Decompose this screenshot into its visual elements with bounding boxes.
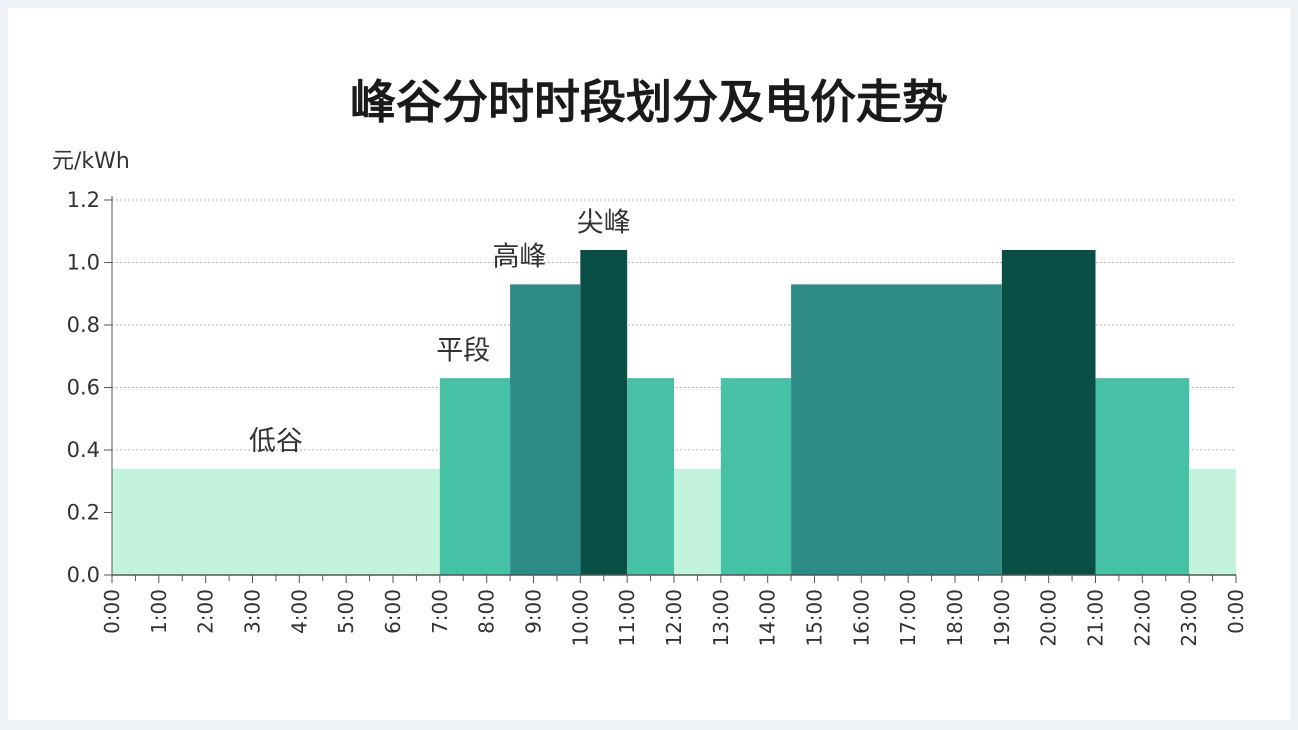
x-tick-label: 0:00 bbox=[1224, 589, 1248, 634]
period-label: 低谷 bbox=[249, 426, 303, 457]
period-label: 平段 bbox=[436, 335, 490, 366]
price-bar bbox=[439, 378, 511, 575]
price-bar bbox=[1001, 250, 1096, 575]
x-tick-label: 12:00 bbox=[662, 589, 686, 647]
x-tick-label: 22:00 bbox=[1130, 589, 1154, 647]
price-bar bbox=[510, 284, 581, 575]
x-tick-label: 1:00 bbox=[147, 589, 171, 634]
x-tick-label: 9:00 bbox=[522, 589, 546, 634]
x-tick-label: 15:00 bbox=[803, 589, 827, 647]
tick-labels: 0.0 0.2 0.4 0.6 0.8 1.0 1.2 0:00 1:00 2:00 3:00 4:0… bbox=[52, 149, 1248, 647]
price-bar bbox=[791, 284, 1002, 575]
price-bar bbox=[112, 468, 440, 575]
x-tick-label: 21:00 bbox=[1084, 589, 1108, 647]
y-tick-label: 0.8 bbox=[67, 313, 100, 337]
x-tick-label: 13:00 bbox=[709, 589, 733, 647]
y-tick-label: 0.4 bbox=[67, 438, 100, 462]
x-tick-label: 8:00 bbox=[475, 589, 499, 634]
x-tick-label: 18:00 bbox=[943, 589, 967, 647]
price-bar bbox=[627, 378, 674, 575]
chart-title: 峰谷分时时段划分及电价走势 bbox=[350, 75, 948, 129]
x-tick-label: 20:00 bbox=[1037, 589, 1061, 647]
y-tick-label: 1.2 bbox=[67, 188, 100, 212]
x-tick-label: 10:00 bbox=[568, 589, 592, 647]
price-bar bbox=[1095, 378, 1190, 575]
price-bar bbox=[1189, 468, 1236, 575]
x-tick-label: 2:00 bbox=[194, 589, 218, 634]
x-tick-label: 6:00 bbox=[381, 589, 405, 634]
price-bar bbox=[674, 468, 721, 575]
chart-card: 峰谷分时时段划分及电价走势 0.0 0.2 0.4 0.6 0.8 1.0 1.2 0:00 1… bbox=[8, 8, 1290, 720]
x-tick-label: 0:00 bbox=[100, 589, 124, 634]
y-tick-label: 0.0 bbox=[67, 563, 100, 587]
x-tick-label: 19:00 bbox=[990, 589, 1014, 647]
period-label: 高峰 bbox=[492, 242, 546, 273]
price-bars bbox=[112, 250, 1236, 575]
y-axis-unit: 元/kWh bbox=[52, 149, 130, 174]
x-tick-label: 5:00 bbox=[334, 589, 358, 634]
x-tick-label: 14:00 bbox=[756, 589, 780, 647]
axes bbox=[104, 196, 1237, 583]
x-tick-label: 11:00 bbox=[615, 589, 639, 647]
x-tick-label: 23:00 bbox=[1177, 589, 1201, 647]
period-label: 尖峰 bbox=[577, 207, 631, 238]
x-tick-label: 4:00 bbox=[287, 589, 311, 634]
price-bar bbox=[720, 378, 792, 575]
y-tick-label: 0.6 bbox=[67, 376, 100, 400]
price-bar bbox=[580, 250, 628, 575]
x-tick-label: 16:00 bbox=[849, 589, 873, 647]
y-tick-label: 1.0 bbox=[67, 251, 100, 275]
y-tick-label: 0.2 bbox=[67, 501, 100, 525]
x-tick-label: 17:00 bbox=[896, 589, 920, 647]
price-chart: 0.0 0.2 0.4 0.6 0.8 1.0 1.2 0:00 1:00 2:00 3:00 4:0… bbox=[52, 149, 1248, 647]
x-tick-label: 7:00 bbox=[428, 589, 452, 634]
x-tick-label: 3:00 bbox=[241, 589, 265, 634]
